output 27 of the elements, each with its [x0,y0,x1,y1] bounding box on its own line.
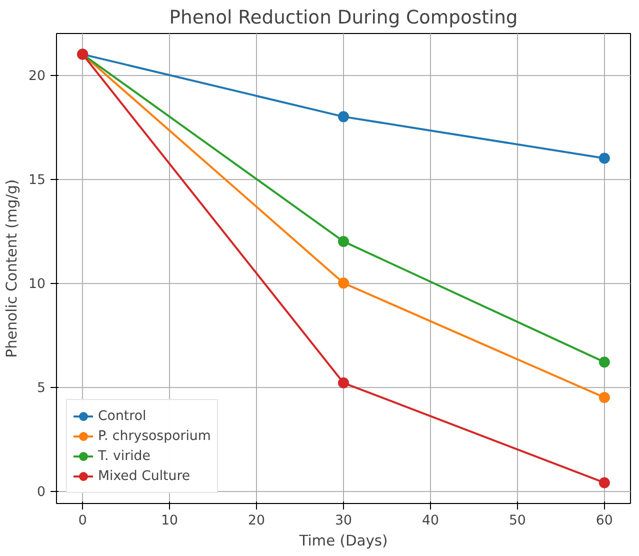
x-tick-label: 50 [508,514,526,528]
y-tick-label: 15 [28,173,46,188]
point [338,111,349,122]
y-axis-title: Phenolic Content (mg/g) [4,179,21,358]
legend-label: P. chrysosporium [98,428,211,444]
legend-label: T. viride [98,448,150,464]
point [598,356,610,368]
point [338,236,349,247]
point [338,278,349,289]
y-tick-label: 10 [28,277,46,292]
x-tick-label: 60 [596,514,613,528]
point [598,152,610,164]
y-tick-label: 20 [28,69,46,84]
x-tick-label: 0 [78,514,87,528]
x-tick-label: 10 [161,514,178,528]
point [598,392,610,403]
x-tick-label: 30 [335,514,352,528]
point [338,377,349,388]
x-tick-label: 20 [248,514,266,528]
y-tick-label: 5 [37,381,46,396]
legend-label: Control [98,408,146,424]
y-tick-label: 0 [37,485,46,500]
x-tick-label: 40 [422,514,439,528]
legend-label: Mixed Culture [98,468,190,484]
x-axis-title: Time (Days) [298,532,388,550]
chart-title: Phenol Reduction During Composting [169,8,518,28]
point [598,477,610,488]
